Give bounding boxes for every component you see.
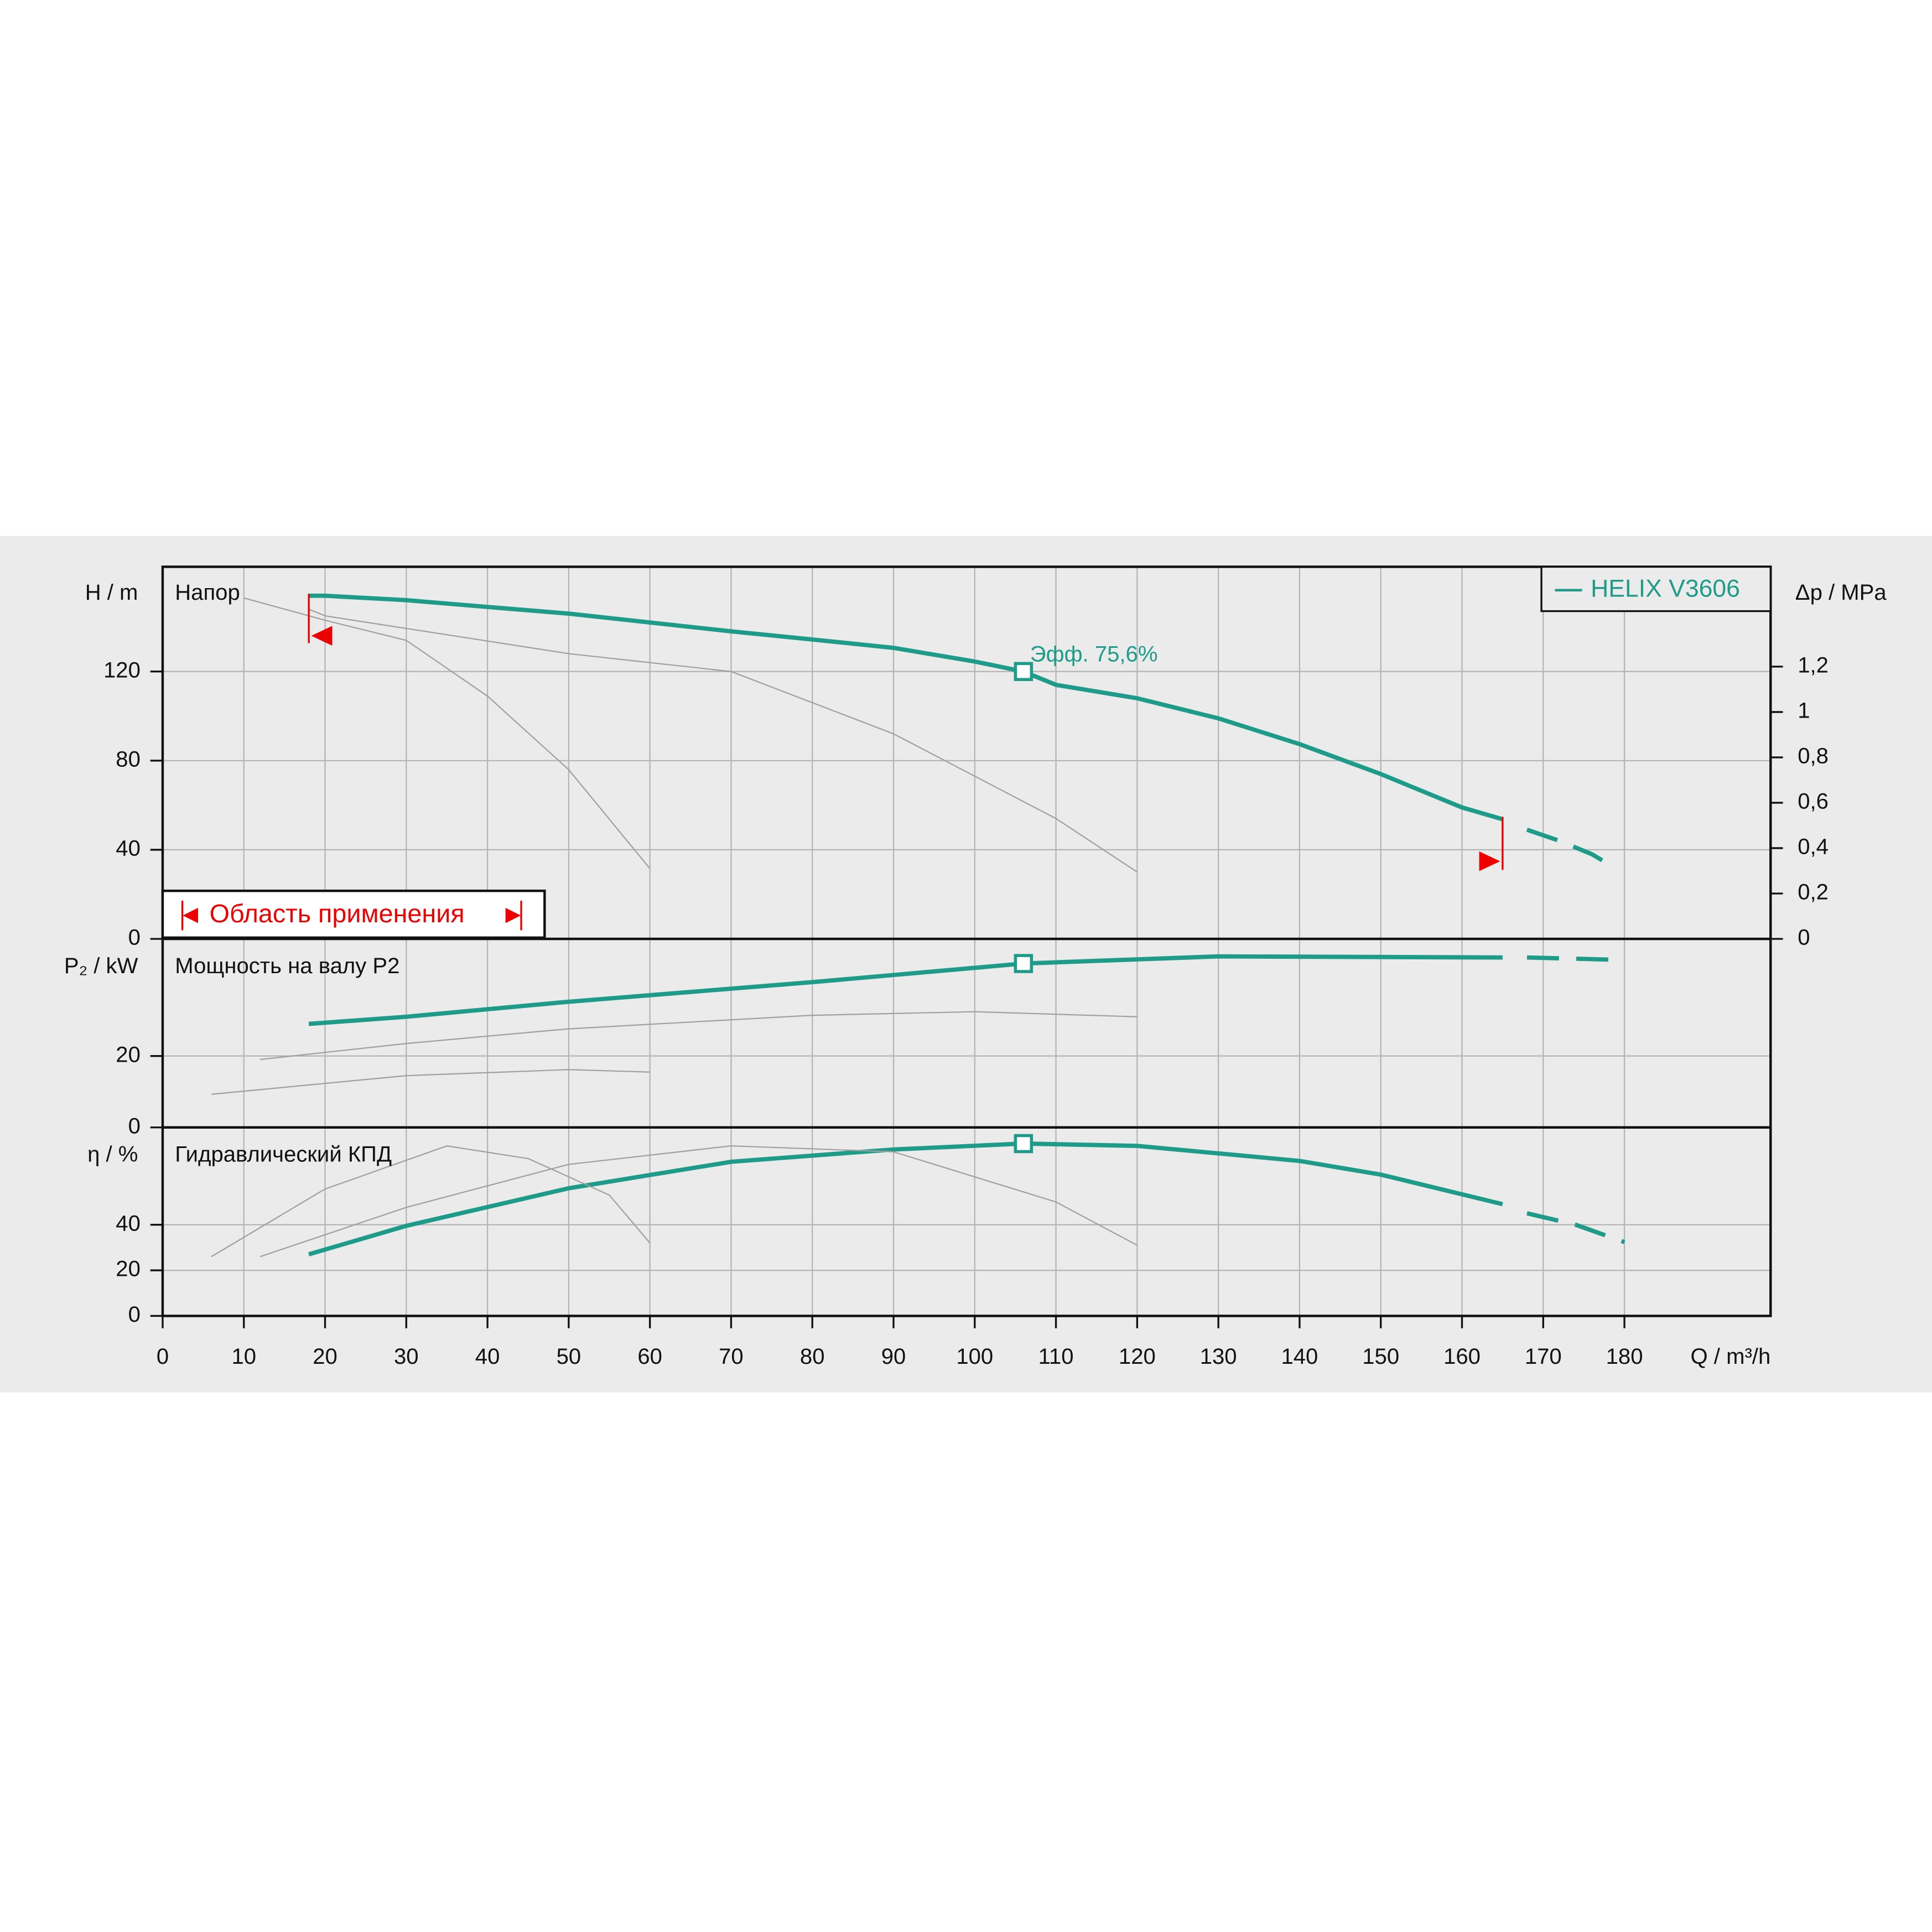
grid-layer: [162, 567, 1771, 1317]
y2-tick-label: 0,2: [1798, 880, 1829, 905]
pump-curve: [308, 1141, 1503, 1256]
x-tick-label: 30: [394, 1344, 419, 1369]
y-tick-label: 80: [116, 747, 141, 771]
y-tick-label: 120: [103, 658, 141, 682]
x-tick-label: 170: [1525, 1344, 1562, 1369]
y-tick-label: 40: [116, 837, 141, 861]
y-tick-label: 40: [116, 1211, 141, 1235]
y2-tick-label: 1,2: [1798, 653, 1829, 677]
range-limit-arrow: [1479, 851, 1500, 871]
reference-curve: [259, 1145, 1138, 1258]
y2-tick-label: 0: [1798, 926, 1810, 950]
x-tick-label: 90: [881, 1344, 906, 1369]
range-limit-arrow: [311, 626, 333, 646]
x-tick-label: 40: [475, 1344, 500, 1369]
x-tick-label: 100: [956, 1344, 993, 1369]
range-arrows: [181, 900, 522, 931]
y-tick-label: 0: [128, 1302, 141, 1327]
reference-curve: [308, 609, 1138, 873]
operating-point: [1014, 662, 1033, 681]
panel-title: Мощность на валу P2: [175, 954, 399, 978]
pump-curve: [1526, 955, 1625, 962]
reference-curve: [211, 1145, 651, 1258]
reference-curve: [211, 1069, 650, 1095]
y-tick-label: 0: [128, 926, 141, 950]
x-tick-label: 0: [157, 1344, 169, 1369]
reference-curve: [243, 597, 651, 869]
range-label: Область применения: [210, 899, 465, 928]
x-tick-label: 110: [1038, 1344, 1074, 1369]
pump-curve: [1526, 828, 1618, 871]
annotation: Эфф. 75,6%: [1030, 642, 1158, 666]
y-axis-label: H / m: [85, 580, 138, 605]
y2-tick-label: 1: [1798, 698, 1810, 723]
x-tick-label: 60: [637, 1344, 662, 1369]
y2-tick-label: 0,6: [1798, 790, 1829, 814]
range-box: [161, 889, 546, 939]
legend-entry: HELIX V3606: [1591, 575, 1740, 603]
y2-tick-label: 0,8: [1798, 744, 1829, 768]
x-tick-label: 70: [719, 1344, 744, 1369]
curve-layer: [211, 593, 1625, 1258]
plot-frame: [161, 565, 1772, 1317]
panel-title: Напор: [175, 580, 240, 605]
y-tick-label: 20: [116, 1257, 141, 1281]
y-tick-label: 0: [128, 1114, 141, 1138]
y-tick-label: 20: [116, 1042, 141, 1067]
pump-curve: [1526, 1211, 1625, 1244]
x-tick-label: 50: [557, 1344, 581, 1369]
operating-point: [1014, 954, 1033, 973]
x-axis-label: Q / m³/h: [1691, 1344, 1771, 1369]
pump-curve: [308, 954, 1503, 1026]
x-tick-label: 140: [1281, 1344, 1318, 1369]
x-tick-label: 80: [800, 1344, 825, 1369]
panel-title: Гидравлический КПД: [175, 1142, 392, 1167]
x-tick-label: 20: [313, 1344, 337, 1369]
x-tick-label: 150: [1362, 1344, 1399, 1369]
pump-curve: [309, 593, 1503, 822]
reference-curve: [260, 1011, 1138, 1061]
y2-axis-label: Δp / MPa: [1795, 580, 1887, 605]
mark-layer: 0 10 20 30 40 50 60 70 80 90 100 110 120 130 140 150 160…: [103, 594, 1829, 1369]
operating-point: [1014, 1134, 1033, 1154]
x-tick-label: 120: [1119, 1344, 1156, 1369]
x-tick-label: 160: [1443, 1344, 1481, 1369]
y2-tick-label: 0,4: [1798, 835, 1829, 859]
x-tick-label: 10: [231, 1344, 256, 1369]
x-tick-label: 180: [1606, 1344, 1643, 1369]
y-axis-label: P₂ / kW: [64, 954, 138, 978]
x-tick-label: 130: [1200, 1344, 1237, 1369]
y-axis-label: η / %: [87, 1142, 138, 1167]
